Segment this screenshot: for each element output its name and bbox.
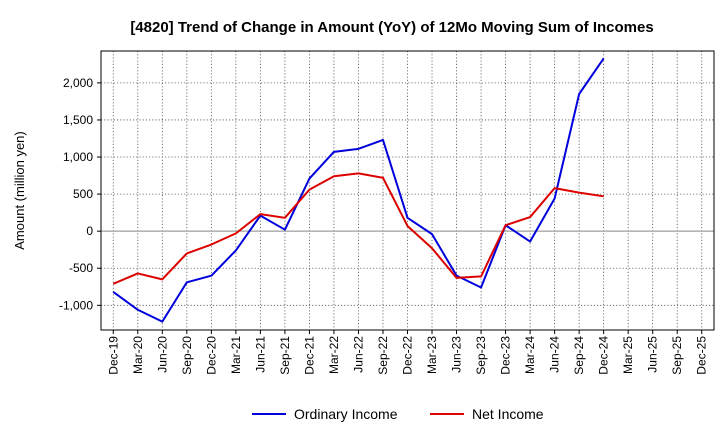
data-point <box>601 56 606 61</box>
series-line-net-income <box>112 172 604 285</box>
data-point <box>282 227 287 232</box>
x-tick-label: Mar-20 <box>131 336 145 374</box>
x-tick-label: Mar-21 <box>229 336 243 374</box>
legend-label: Net Income <box>472 406 544 422</box>
data-point <box>258 212 263 217</box>
data-point <box>577 190 582 195</box>
x-tick-label: Mar-22 <box>327 336 341 374</box>
data-point <box>307 187 312 192</box>
x-tick-label: Jun-25 <box>646 336 660 373</box>
data-point <box>552 186 557 191</box>
x-tick-label: Mar-25 <box>621 336 635 374</box>
data-point <box>209 273 214 278</box>
data-point <box>233 248 238 253</box>
data-point <box>479 274 484 279</box>
x-tick-label: Dec-19 <box>106 336 120 375</box>
chart-title: [4820] Trend of Change in Amount (YoY) o… <box>130 19 653 36</box>
data-point <box>405 223 410 228</box>
x-tick-label: Sep-24 <box>572 336 586 375</box>
data-point <box>528 239 533 244</box>
data-point <box>233 231 238 236</box>
grid <box>101 51 714 330</box>
data-point <box>282 215 287 220</box>
data-point <box>380 137 385 142</box>
data-point <box>528 215 533 220</box>
data-point <box>577 92 582 97</box>
y-axis-label: Amount (million yen) <box>12 131 27 250</box>
data-point <box>307 176 312 181</box>
x-tick-labels: Dec-19 Mar-20 Jun-20 Sep-20 Dec-20 Mar-21 Jun-… <box>106 330 709 375</box>
x-tick-label: Jun-20 <box>155 336 169 373</box>
y-tick-labels: -1,000 -500 0 500 1,000 1,500 2,000 <box>59 76 101 312</box>
x-tick-label: Sep-25 <box>670 336 684 375</box>
x-tick-label: Sep-21 <box>278 336 292 375</box>
x-tick-label: Sep-22 <box>376 336 390 375</box>
x-tick-label: Dec-20 <box>204 336 218 375</box>
x-tick-label: Jun-22 <box>351 336 365 373</box>
y-tick-label: 2,000 <box>63 76 93 90</box>
data-point <box>135 307 140 312</box>
data-point <box>430 246 435 251</box>
x-tick-label: Jun-21 <box>253 336 267 373</box>
legend-label: Ordinary Income <box>294 406 398 422</box>
x-tick-label: Jun-23 <box>450 336 464 373</box>
series-lines <box>111 56 606 324</box>
x-tick-label: Jun-24 <box>548 336 562 373</box>
data-point <box>552 196 557 201</box>
data-point <box>111 289 116 294</box>
data-point <box>601 194 606 199</box>
data-point <box>135 271 140 276</box>
data-point <box>430 232 435 237</box>
y-tick-label: 1,500 <box>63 113 93 127</box>
x-tick-label: Mar-24 <box>523 336 537 374</box>
data-point <box>160 277 165 282</box>
y-tick-label: 1,000 <box>63 150 93 164</box>
x-tick-label: Sep-20 <box>180 336 194 375</box>
y-tick-label: -1,000 <box>59 298 93 312</box>
data-point <box>405 215 410 220</box>
x-tick-label: Dec-25 <box>695 336 709 375</box>
data-point <box>356 171 361 176</box>
y-tick-label: -500 <box>69 261 93 275</box>
y-tick-label: 500 <box>73 187 93 201</box>
data-point <box>331 149 336 154</box>
x-tick-label: Dec-23 <box>499 336 513 375</box>
x-tick-label: Mar-23 <box>425 336 439 374</box>
data-point <box>479 285 484 290</box>
data-point <box>503 223 508 228</box>
data-point <box>331 174 336 179</box>
data-point <box>380 175 385 180</box>
x-tick-label: Dec-21 <box>302 336 316 375</box>
data-point <box>184 280 189 285</box>
series-line-ordinary-income <box>112 57 605 323</box>
x-tick-label: Dec-24 <box>597 336 611 375</box>
legend: Ordinary Income Net Income <box>252 406 544 422</box>
data-point <box>209 242 214 247</box>
x-tick-label: Dec-22 <box>401 336 415 375</box>
data-point <box>111 281 116 286</box>
data-point <box>184 251 189 256</box>
data-point <box>356 146 361 151</box>
data-point <box>160 319 165 324</box>
data-point <box>454 275 459 280</box>
x-tick-label: Sep-23 <box>474 336 488 375</box>
y-tick-label: 0 <box>86 224 93 238</box>
